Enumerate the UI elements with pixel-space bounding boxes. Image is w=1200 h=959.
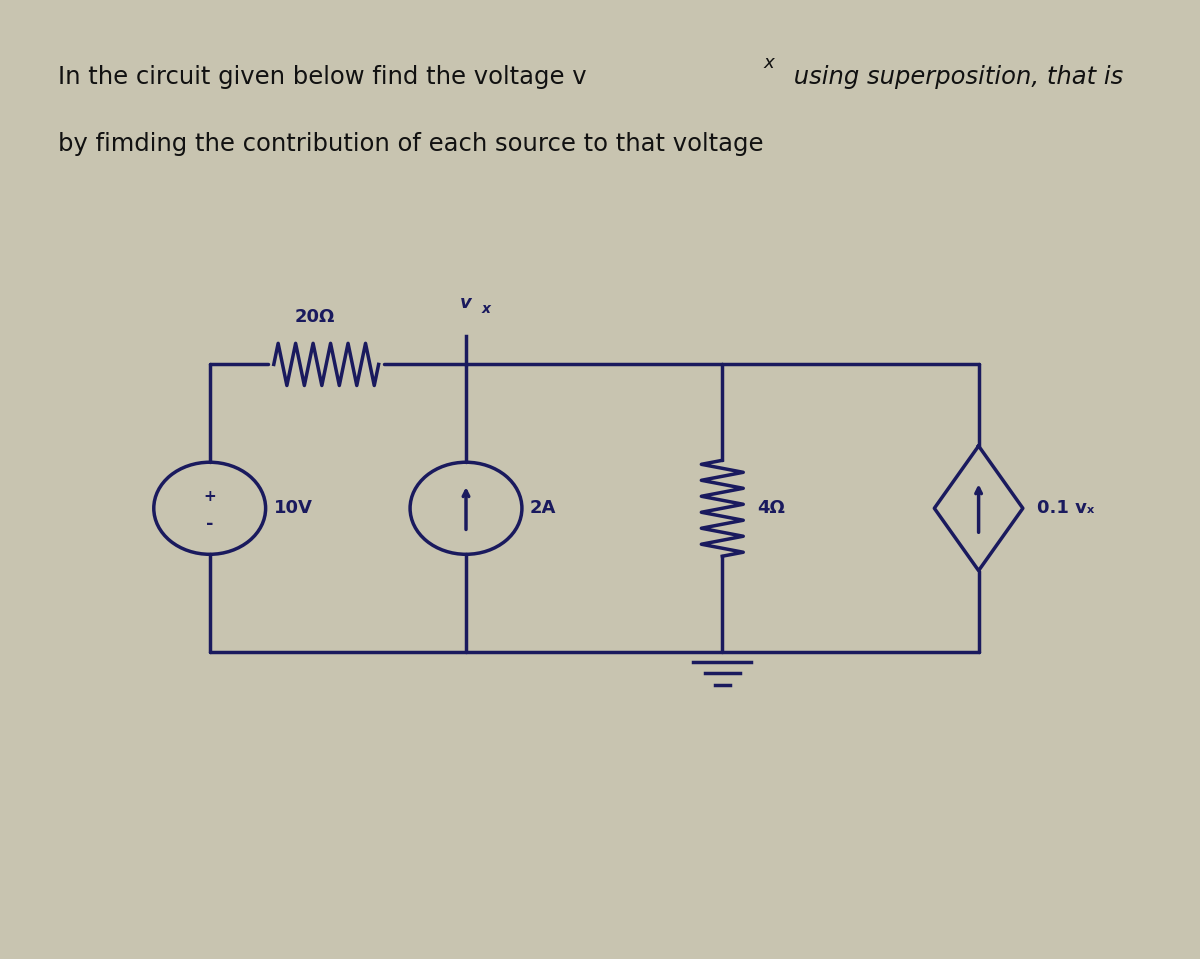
Text: v: v bbox=[460, 293, 472, 312]
Text: +: + bbox=[203, 489, 216, 504]
Text: 4Ω: 4Ω bbox=[757, 500, 785, 517]
Text: 10V: 10V bbox=[274, 500, 313, 517]
Text: by fimding the contribution of each source to that voltage: by fimding the contribution of each sour… bbox=[59, 131, 763, 156]
Text: 2A: 2A bbox=[530, 500, 557, 517]
Text: 20Ω: 20Ω bbox=[294, 308, 335, 326]
Text: x: x bbox=[481, 302, 490, 316]
Text: In the circuit given below find the voltage v: In the circuit given below find the volt… bbox=[59, 64, 587, 89]
Text: 0.1 vₓ: 0.1 vₓ bbox=[1037, 500, 1094, 517]
Text: x: x bbox=[763, 54, 774, 72]
Text: using superposition, that is: using superposition, that is bbox=[786, 64, 1123, 89]
Text: -: - bbox=[206, 515, 214, 532]
